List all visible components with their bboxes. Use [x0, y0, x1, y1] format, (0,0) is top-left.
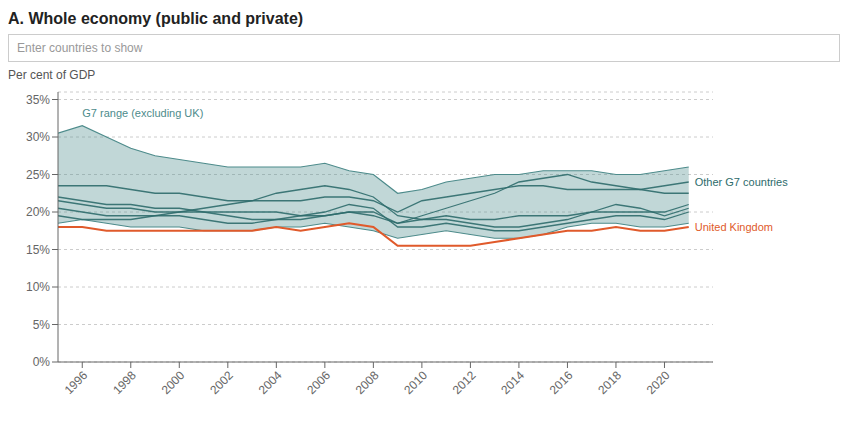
svg-text:2012: 2012 [450, 368, 479, 397]
html-text:Enter countries to show: Enter countries to show [17, 41, 143, 55]
svg-text:2020: 2020 [644, 368, 673, 397]
svg-text:2008: 2008 [353, 368, 382, 397]
svg-text:35%: 35% [26, 93, 50, 107]
svg-text:0%: 0% [33, 355, 51, 369]
html-text:Per cent of GDP: Per cent of GDP [8, 68, 96, 82]
svg-text:2010: 2010 [401, 368, 430, 397]
svg-text:1998: 1998 [110, 368, 139, 397]
svg-text:Other G7 countries: Other G7 countries [695, 176, 788, 188]
svg-text:2014: 2014 [498, 368, 527, 397]
svg-text:5%: 5% [33, 318, 51, 332]
svg-text:10%: 10% [26, 280, 50, 294]
svg-text:15%: 15% [26, 243, 50, 257]
svg-text:20%: 20% [26, 205, 50, 219]
svg-text:2006: 2006 [304, 368, 333, 397]
svg-text:United Kingdom: United Kingdom [695, 221, 773, 233]
svg-text:2000: 2000 [159, 368, 188, 397]
svg-text:1996: 1996 [62, 368, 91, 397]
svg-text:30%: 30% [26, 130, 50, 144]
svg-text:2004: 2004 [256, 368, 285, 397]
svg-text:G7 range (excluding UK): G7 range (excluding UK) [82, 107, 203, 119]
html-text:A. Whole economy (public and p: A. Whole economy (public and private) [8, 10, 304, 27]
svg-text:25%: 25% [26, 168, 50, 182]
svg-text:2002: 2002 [207, 368, 236, 397]
svg-text:2018: 2018 [595, 368, 624, 397]
svg-text:2016: 2016 [547, 368, 576, 397]
